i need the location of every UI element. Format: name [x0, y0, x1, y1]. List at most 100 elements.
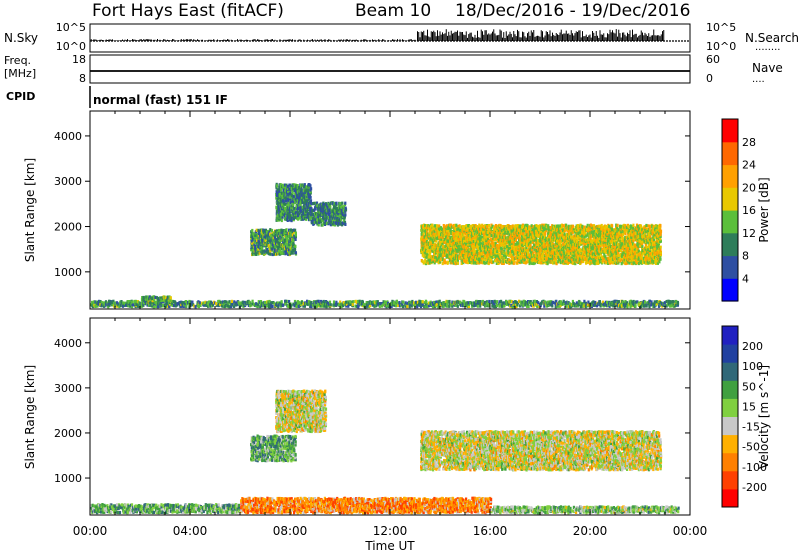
heatmap-cell [468, 252, 471, 256]
heatmap-cell [476, 258, 479, 262]
heatmap-cell [466, 245, 470, 249]
heatmap-cell [307, 188, 310, 193]
heatmap-cell [274, 251, 277, 255]
heatmap-cell [301, 197, 304, 202]
heatmap-cell [297, 193, 300, 197]
heatmap-cell [273, 235, 276, 239]
heatmap-cell [258, 230, 261, 234]
heatmap-cell [492, 250, 495, 254]
heatmap-cell [111, 300, 114, 304]
heatmap-cell [519, 304, 522, 308]
heatmap-cell [454, 262, 457, 266]
heatmap-cell [514, 239, 517, 243]
heatmap-cell [650, 300, 653, 304]
heatmap-cell [429, 300, 432, 304]
heatmap-cell [337, 215, 340, 219]
heatmap-cell [250, 248, 253, 252]
heatmap-cell [559, 302, 562, 306]
heatmap-cell [462, 233, 465, 237]
heatmap-cell [362, 303, 365, 307]
heatmap-cell [294, 201, 297, 205]
heatmap-cell [309, 190, 312, 194]
heatmap-cell [459, 303, 463, 307]
heatmap-cell [490, 237, 493, 241]
heatmap-cell [435, 300, 438, 304]
heatmap-cell [99, 300, 102, 304]
heatmap-cell [329, 216, 332, 220]
heatmap-cell [282, 185, 285, 189]
heatmap-cell [487, 245, 490, 249]
heatmap-cell [351, 302, 354, 307]
heatmap-cell [339, 300, 342, 304]
heatmap-cell [463, 229, 466, 233]
heatmap-cell [320, 208, 323, 213]
heatmap-cell [310, 187, 313, 191]
heatmap-cell [295, 191, 298, 195]
heatmap-cell [268, 299, 271, 304]
heatmap-cell [451, 304, 454, 308]
heatmap-cell [517, 257, 520, 261]
heatmap-cell [333, 218, 337, 222]
heatmap-cell [131, 305, 134, 309]
heatmap-cell [310, 202, 313, 206]
heatmap-cell [287, 189, 290, 193]
heatmap-cell [288, 228, 291, 232]
heatmap-cell [385, 301, 388, 305]
heatmap-cell [521, 225, 524, 229]
heatmap-cell [255, 252, 258, 256]
heatmap-cell [334, 216, 337, 220]
noise-right-tick-top: 10^5 [706, 21, 736, 34]
heatmap-cell [481, 299, 485, 304]
heatmap-cell [172, 300, 175, 304]
heatmap-cell [478, 248, 481, 253]
heatmap-cell [344, 213, 347, 217]
heatmap-cell [320, 205, 323, 209]
heatmap-cell [284, 199, 287, 203]
heatmap-cell [433, 261, 436, 265]
heatmap-cell [481, 223, 484, 227]
heatmap-cell [507, 249, 510, 253]
heatmap-cell [426, 255, 429, 259]
heatmap-cell [634, 300, 637, 304]
heatmap-cell [328, 212, 331, 216]
heatmap-cell [283, 248, 286, 252]
heatmap-cell [217, 299, 220, 304]
heatmap-cell [510, 244, 514, 248]
heatmap-cell [298, 212, 301, 216]
heatmap-cell [100, 301, 103, 305]
heatmap-cell [141, 296, 144, 300]
heatmap-cell [661, 302, 664, 306]
heatmap-cell [275, 196, 278, 200]
heatmap-cell [435, 236, 438, 240]
heatmap-cell [449, 240, 452, 244]
heatmap-cell [535, 300, 539, 304]
heatmap-cell [452, 247, 455, 252]
heatmap-cell [478, 251, 481, 255]
heatmap-cell [309, 184, 312, 188]
heatmap-cell [209, 300, 213, 304]
heatmap-cell [439, 254, 442, 258]
heatmap-cell [496, 251, 499, 255]
heatmap-cell [297, 206, 300, 211]
heatmap-cell [302, 193, 305, 197]
heatmap-cell [166, 302, 170, 306]
heatmap-cell [128, 300, 131, 304]
heatmap-cell [606, 300, 609, 304]
heatmap-cell [183, 303, 186, 307]
heatmap-cell [471, 241, 474, 246]
heatmap-cell [300, 183, 303, 187]
heatmap-cell [256, 244, 259, 248]
heatmap-cell [327, 215, 330, 219]
heatmap-cell [337, 211, 340, 215]
heatmap-cell [280, 250, 283, 254]
heatmap-cell [512, 251, 515, 255]
heatmap-cell [103, 303, 106, 307]
heatmap-cell [528, 238, 532, 242]
heatmap-cell [202, 303, 205, 307]
heatmap-cell [314, 207, 317, 211]
heatmap-cell [278, 229, 281, 233]
heatmap-cell [528, 253, 531, 257]
heatmap-cell [422, 237, 425, 242]
heatmap-cell [524, 300, 527, 304]
heatmap-cell [518, 258, 521, 262]
